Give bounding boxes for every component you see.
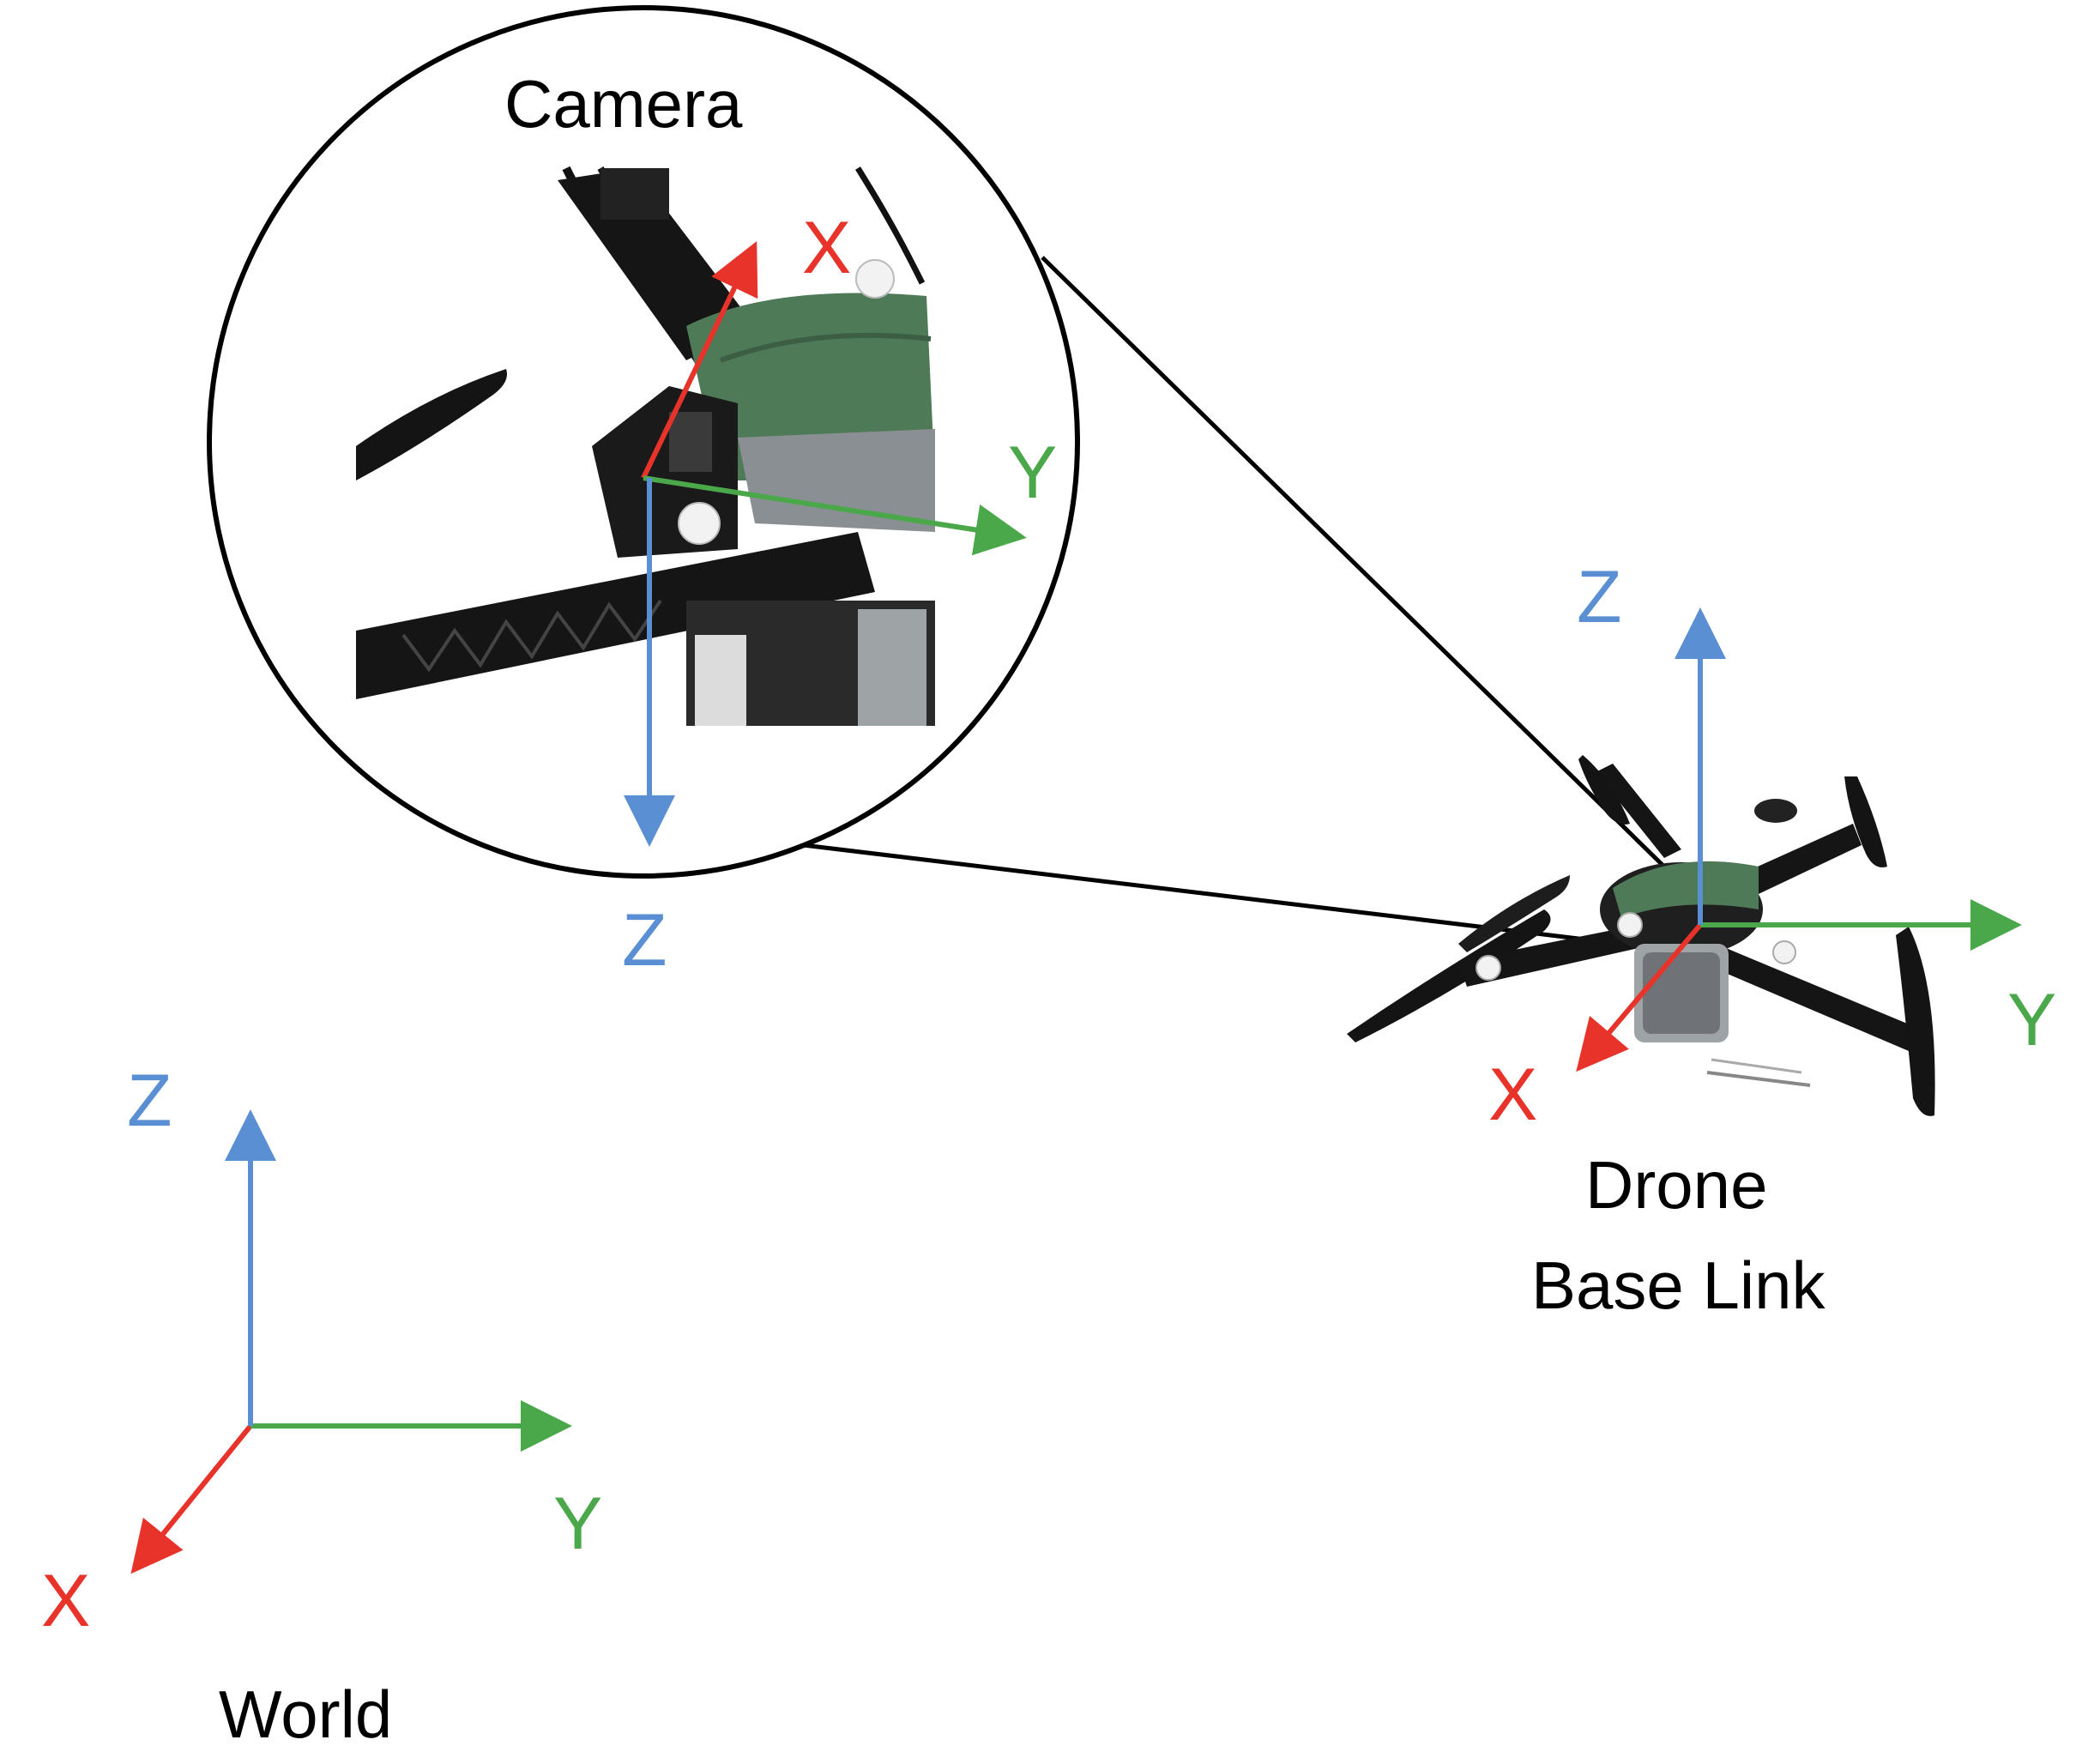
drone-x-label: X: [1488, 1054, 1537, 1136]
world-title: World: [219, 1676, 392, 1752]
world-axes: [130, 1109, 572, 1574]
camera-y-axis: [643, 475, 1027, 556]
camera-title: Camera: [504, 66, 743, 142]
camera-axes: [624, 241, 1027, 847]
world-y-label: Y: [553, 1483, 602, 1565]
camera-zoom-circle: X Y Camera: [207, 5, 1080, 879]
drone-title-line2: Base Link: [1531, 1247, 1826, 1323]
camera-z-label: Z: [622, 899, 667, 982]
world-x-axis: [130, 1424, 253, 1574]
drone-closeup-photo-icon: [356, 166, 935, 726]
world-x-label: X: [41, 1560, 90, 1642]
zoom-line-upper: [1041, 256, 1670, 873]
drone-x-axis: [1576, 923, 1703, 1072]
drone-axes: [1576, 607, 2022, 1072]
drone-y-label: Y: [2007, 979, 2056, 1061]
camera-y-label: Y: [1008, 432, 1057, 514]
world-z-label: Z: [127, 1060, 172, 1142]
camera-x-label: X: [802, 207, 851, 289]
camera-x-axis: [641, 241, 758, 480]
drone-z-label: Z: [1577, 556, 1622, 638]
drone-photo-icon: [1347, 755, 1935, 1116]
drone-title-line1: Drone: [1585, 1147, 1767, 1223]
